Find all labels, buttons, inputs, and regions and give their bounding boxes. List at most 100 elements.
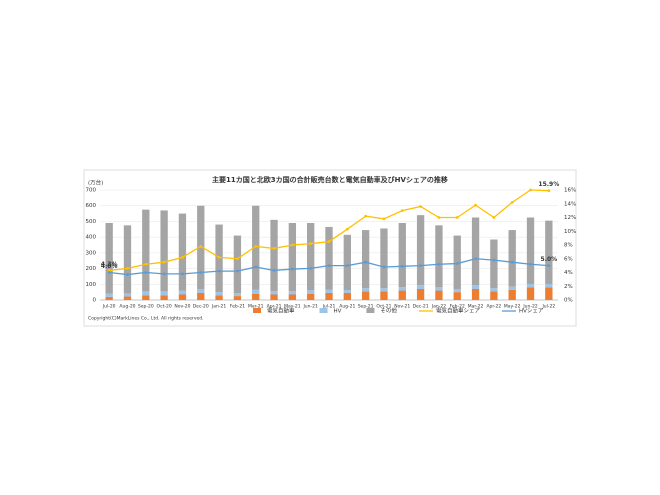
bar-segment: [490, 291, 498, 300]
bar-segment: [526, 287, 535, 300]
bar-segment: [416, 289, 425, 300]
y-tick-label: 600: [86, 203, 97, 209]
line-marker: [364, 214, 368, 218]
line-marker: [547, 189, 551, 193]
bar-segment: [508, 230, 516, 287]
bar-segment: [142, 291, 150, 296]
legend-label: HV: [334, 309, 342, 315]
x-tick-label: May-22: [504, 304, 521, 310]
bar-segment: [233, 296, 242, 300]
x-tick-label: Jun-21: [302, 304, 318, 310]
bar-segment: [178, 213, 187, 291]
bar-segment: [343, 234, 351, 291]
bar-segment: [252, 293, 260, 300]
y2-tick-label: 8%: [564, 243, 573, 249]
line-marker: [510, 260, 514, 264]
y-tick-label: 500: [86, 219, 97, 225]
bar-segment: [215, 295, 223, 300]
bar-segment: [105, 293, 113, 297]
bar-segment: [398, 290, 406, 300]
bar-segment: [307, 293, 315, 300]
bar-segment: [270, 291, 278, 295]
x-tick-label: Feb-22: [450, 304, 465, 310]
line-marker: [510, 200, 514, 204]
bar-segment: [526, 283, 535, 288]
bar-segment: [343, 290, 351, 293]
bar-segment: [325, 226, 333, 290]
x-tick-label: Sep-20: [138, 304, 154, 310]
y2-tick-label: 16%: [564, 188, 576, 194]
line-marker: [529, 188, 532, 192]
bar-segment: [380, 288, 388, 292]
bar-segment: [178, 294, 187, 300]
y2-tick-label: 2%: [564, 284, 573, 290]
y2-tick-label: 12%: [564, 215, 576, 221]
bar-segment: [471, 285, 480, 289]
y-tick-label: 0: [93, 298, 97, 304]
x-tick-label: Mar-22: [468, 304, 484, 310]
line-marker: [236, 269, 239, 273]
bar-segment: [380, 228, 388, 289]
line-marker: [327, 240, 331, 243]
line-marker: [162, 272, 166, 276]
line-marker: [309, 266, 313, 270]
line-marker: [400, 264, 404, 268]
bar-segment: [270, 219, 278, 292]
legend-label: HVシェア: [519, 308, 544, 315]
bar-segment: [178, 290, 187, 295]
line-marker: [455, 216, 459, 219]
line-marker: [345, 227, 349, 231]
line-marker: [254, 244, 258, 248]
value-label: 4.3%: [101, 261, 118, 268]
bar-segment: [361, 288, 370, 292]
x-tick-label: Aug-21: [339, 304, 355, 310]
bar-segment: [123, 293, 132, 297]
bar-segment: [471, 289, 480, 300]
line-marker: [547, 264, 551, 268]
bar-segment: [233, 235, 242, 294]
line-marker: [272, 269, 276, 272]
bar-segment: [123, 225, 132, 294]
line-marker: [382, 217, 386, 221]
line-marker: [474, 203, 477, 207]
y2-tick-label: 6%: [564, 256, 573, 262]
x-tick-label: Nov-21: [394, 304, 410, 310]
bar-segment: [123, 296, 132, 300]
bar-segment: [307, 290, 315, 294]
y2-tick-label: 14%: [564, 201, 576, 207]
value-label: 15.9%: [538, 181, 559, 188]
line-marker: [290, 243, 294, 247]
line-marker: [437, 216, 441, 219]
bar-segment: [526, 217, 535, 284]
legend-swatch: [366, 308, 375, 313]
y-tick-label: 200: [86, 266, 97, 272]
bar-segment: [142, 209, 150, 292]
line-marker: [345, 264, 349, 268]
bar-segment: [453, 292, 461, 300]
bar-segment: [361, 230, 370, 289]
line-marker: [236, 257, 239, 261]
line-marker: [126, 266, 129, 270]
x-tick-label: May-21: [284, 304, 301, 310]
bar-segment: [398, 287, 406, 291]
y2-tick-label: 10%: [564, 229, 576, 235]
x-tick-label: Nov-20: [174, 304, 190, 310]
y-tick-label: 100: [86, 282, 97, 288]
line-marker: [181, 255, 184, 259]
x-tick-label: Aug-20: [119, 304, 135, 310]
line-marker: [126, 273, 129, 276]
x-tick-label: Oct-21: [376, 304, 391, 310]
y2-tick-label: 4%: [564, 270, 573, 276]
x-tick-label: Jul-21: [322, 304, 336, 310]
bar-segment: [361, 291, 370, 300]
x-tick-label: Jan-22: [431, 304, 446, 310]
value-label: 5.0%: [541, 256, 558, 263]
line-marker: [382, 265, 386, 269]
line-marker: [437, 262, 441, 266]
x-tick-label: Dec-21: [413, 304, 429, 310]
bar-segment: [545, 220, 553, 284]
bar-segment: [325, 292, 333, 300]
bar-segment: [233, 293, 242, 297]
